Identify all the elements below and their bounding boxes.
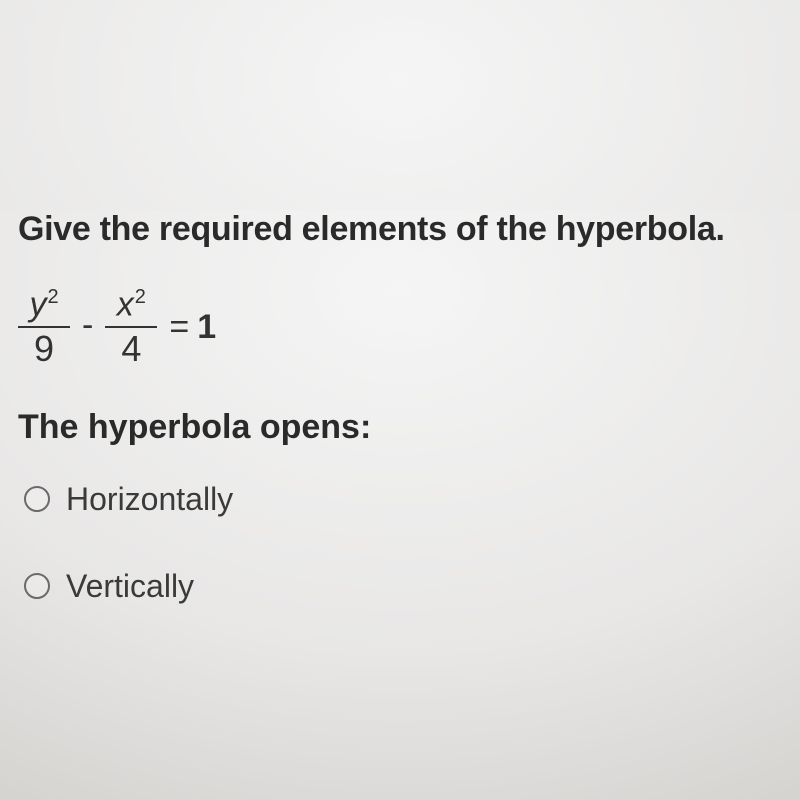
radio-icon[interactable] [24, 573, 50, 599]
frac1-denominator: 9 [34, 330, 54, 368]
frac1-exp: 2 [47, 286, 58, 308]
option-label: Vertically [66, 568, 194, 605]
frac2-denominator: 4 [121, 330, 141, 368]
frac2-numerator: x2 [117, 287, 146, 323]
subquestion-text: The hyperbola opens: [18, 408, 782, 447]
minus-operator: - [82, 306, 93, 345]
option-horizontally[interactable]: Horizontally [24, 481, 782, 518]
option-label: Horizontally [66, 481, 233, 518]
question-text: Give the required elements of the hyperb… [18, 210, 782, 249]
frac1-numerator: y2 [29, 287, 58, 323]
question-panel: Give the required elements of the hyperb… [0, 210, 800, 605]
fraction-1: y2 9 [18, 287, 70, 368]
option-vertically[interactable]: Vertically [24, 568, 782, 605]
frac2-exp: 2 [135, 286, 146, 308]
frac1-var: y [29, 285, 46, 323]
equation: y2 9 - x2 4 = 1 [18, 287, 782, 368]
frac2-var: x [117, 285, 134, 323]
options-group: Horizontally Vertically [18, 481, 782, 605]
fraction-2: x2 4 [105, 287, 157, 368]
rhs-value: 1 [197, 308, 216, 347]
radio-icon[interactable] [24, 486, 50, 512]
equals-sign: = [169, 308, 189, 347]
